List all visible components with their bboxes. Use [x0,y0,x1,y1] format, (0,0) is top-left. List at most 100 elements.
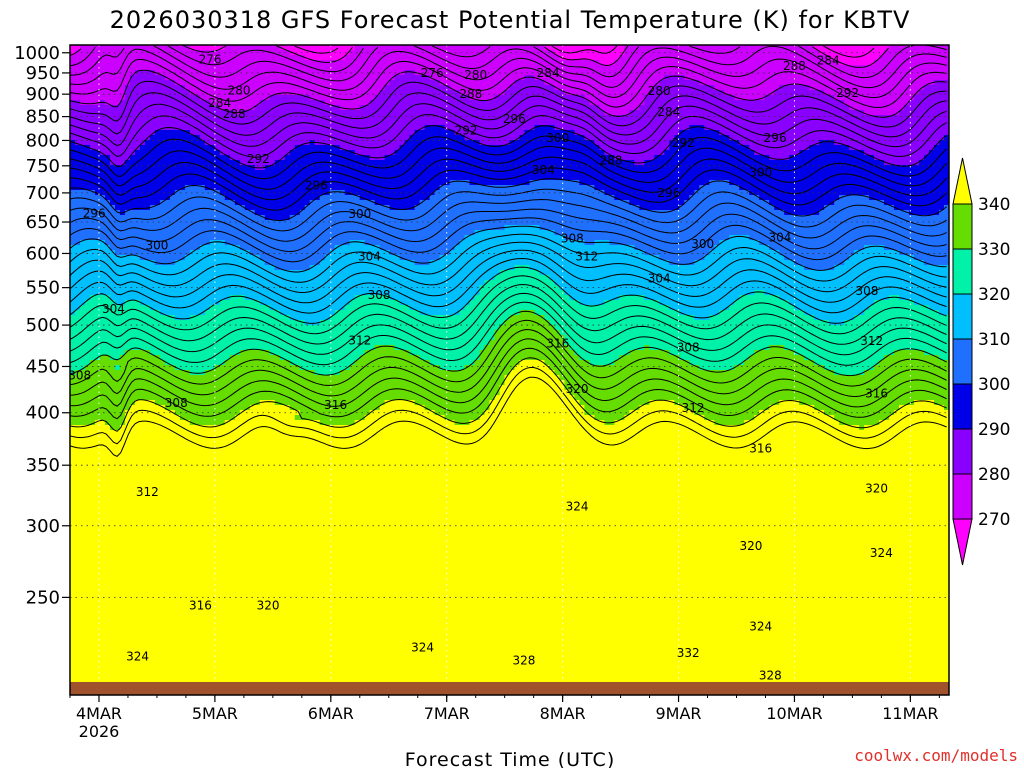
theta-band-cell [70,620,949,626]
theta-band-cell [70,115,949,121]
y-tick-label: 350 [26,455,60,476]
theta-band-cell [284,155,371,161]
theta-band-cell [554,325,949,331]
theta-band-cell [669,305,730,311]
theta-band-cell [884,245,949,251]
contour-label: 308 [68,368,91,382]
theta-band-cell [229,355,281,361]
contour-label: 304 [532,163,555,177]
theta-band-cell [669,140,740,146]
theta-band-cell [129,405,166,411]
theta-band-cell [639,105,850,111]
theta-band-cell [674,400,780,406]
theta-band-cell [684,75,949,81]
theta-band-cell [504,90,566,96]
theta-band-cell [70,580,949,586]
theta-band-cell [839,420,880,426]
theta-band-cell [669,145,750,151]
theta-band-cell [539,270,949,276]
theta-band-cell [404,70,416,76]
colorbar-label: 280 [978,465,1010,485]
contour-label: 288 [783,59,806,73]
contour-label: 284 [657,105,680,119]
theta-band-cell [89,295,111,301]
contour-label: 308 [855,284,878,298]
theta-band-cell [79,305,151,311]
theta-band-cell [124,415,181,421]
theta-band-cell [504,375,561,381]
theta-band-cell [274,160,635,166]
theta-band-cell [769,200,835,206]
theta-band-cell [599,60,615,66]
theta-band-cell [394,150,605,156]
theta-band-cell [534,125,556,131]
theta-band-cell [109,200,161,206]
contour-label: 296 [305,179,328,193]
theta-band-cell [129,80,176,86]
theta-band-cell [389,205,416,211]
theta-band-cell [364,240,461,246]
theta-band-cell [924,155,949,161]
theta-band-cell [834,200,885,206]
theta-band-cell [754,350,795,356]
theta-band-cell [439,365,466,371]
isotherm-316 [70,249,947,304]
theta-band-cell [834,415,890,421]
theta-band-cell [629,110,865,116]
theta-band-cell [779,295,890,301]
theta-band-cell [414,130,456,136]
theta-band-cell [939,310,949,316]
theta-band-cell [70,105,221,111]
theta-band-cell [499,390,571,396]
theta-band-cell [504,320,551,326]
colorbar-label: 300 [978,375,1010,395]
theta-band-cell [70,185,186,191]
theta-band-cell [119,425,860,431]
y-tick-label: 500 [26,315,60,336]
theta-band-cell [70,235,466,241]
theta-band-cell [70,240,81,246]
theta-band-cell [70,165,256,171]
theta-band-cell [70,80,131,86]
theta-band-cell [70,665,949,671]
theta-band-cell [769,155,790,161]
theta-band-cell [429,260,670,266]
contour-label: 284 [537,66,560,80]
theta-band-cell [409,350,481,356]
theta-band-cell [109,425,121,431]
theta-band-cell [94,420,106,426]
year-label: 2026 [79,722,120,741]
theta-band-cell [439,255,660,261]
theta-band-cell [239,245,336,251]
theta-band-cell [70,350,126,356]
theta-band-cell [70,385,501,391]
theta-band-cell [379,405,426,411]
theta-band-cell [269,95,311,101]
theta-band-cell [594,185,700,191]
theta-band-cell [449,85,511,91]
theta-band-cell [504,380,566,386]
theta-band-cell [834,370,865,376]
theta-band-cell [784,210,820,216]
theta-band-cell [309,265,516,271]
theta-band-cell [70,150,101,156]
theta-band-cell [279,355,361,361]
theta-band-cell [274,400,386,406]
contour-label: 328 [759,668,782,682]
theta-band-cell [624,415,705,421]
colorbar-arrow-high [952,157,973,205]
theta-band-cell [109,245,201,251]
theta-band-cell [70,250,116,256]
theta-band-cell [479,140,511,146]
theta-band-cell [929,150,949,156]
theta-band-cell [249,405,291,411]
theta-band-cell [679,205,775,211]
isotherm-282 [70,80,947,128]
theta-band-cell [209,240,226,246]
contour-label: 312 [136,485,159,499]
y-tick-label: 950 [26,63,60,84]
theta-band-cell [70,215,266,221]
theta-band-cell [554,230,949,236]
theta-band-cell [259,255,326,261]
contour-label: 316 [749,442,772,456]
